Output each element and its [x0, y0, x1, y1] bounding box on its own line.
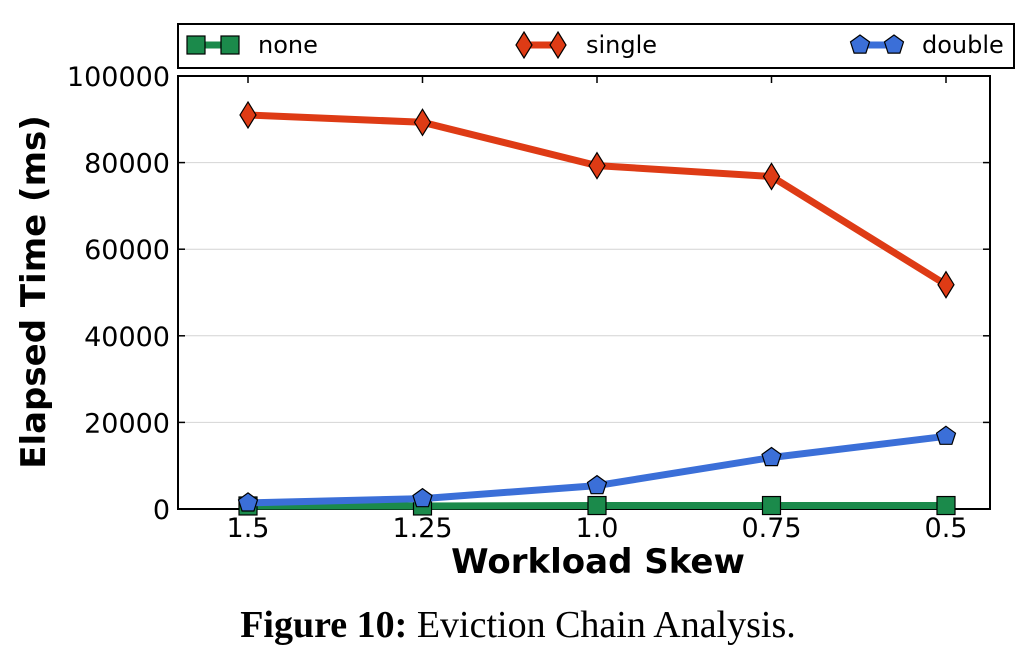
- grid-lines: [178, 162, 990, 423]
- data-point-single: [413, 108, 432, 137]
- y-axis-title: Elapsed Time (ms): [14, 115, 54, 469]
- x-axis-title: Workload Skew: [451, 542, 745, 582]
- legend-marker-single: [549, 30, 567, 60]
- x-tick-label: 0.75: [741, 513, 801, 544]
- data-point-single: [937, 270, 955, 299]
- legend-marker-none: [220, 35, 240, 55]
- legend-entries: none single double: [186, 30, 1004, 60]
- legend-marker-double: [849, 34, 871, 54]
- legend-label-single: single: [586, 31, 657, 59]
- legend-marker-double: [883, 34, 905, 54]
- x-tick-label: 1.25: [392, 513, 452, 544]
- axis-ticks: 0 20000 40000 60000 80000 100000 1.5 1.25 1.0 0.7…: [67, 62, 990, 544]
- caption-label: Figure 10:: [240, 604, 408, 646]
- series-lines: [237, 100, 957, 516]
- y-tick-label: 40000: [84, 322, 170, 353]
- x-tick-label: 0.5: [925, 513, 968, 544]
- data-point-single: [588, 151, 606, 180]
- data-point-single: [239, 100, 257, 130]
- caption-text: Eviction Chain Analysis.: [407, 604, 796, 646]
- chart: 0 20000 40000 60000 80000 100000 1.5 1.25 1.0 0.7…: [14, 23, 1015, 582]
- y-tick-label: 20000: [84, 408, 170, 439]
- data-point-double: [935, 425, 957, 445]
- data-point-double: [412, 487, 433, 508]
- x-tick-label: 1.5: [227, 513, 270, 544]
- data-point-double: [237, 492, 259, 512]
- data-point-none: [936, 495, 956, 516]
- data-point-double: [761, 446, 782, 467]
- y-tick-label: 0: [153, 495, 170, 526]
- legend-label-none: none: [258, 31, 318, 59]
- data-point-none: [761, 495, 782, 516]
- y-tick-label: 60000: [84, 235, 170, 266]
- legend-label-double: double: [922, 31, 1004, 59]
- data-point-none: [587, 495, 607, 516]
- y-tick-label: 100000: [67, 62, 170, 93]
- series-line-single: [244, 111, 950, 289]
- legend: none single double: [177, 23, 1015, 69]
- x-tick-label: 1.0: [576, 513, 619, 544]
- data-point-double: [586, 474, 608, 495]
- legend-marker-none: [186, 35, 206, 55]
- y-tick-label: 80000: [84, 149, 170, 180]
- data-point-single: [762, 162, 781, 191]
- legend-marker-single: [515, 30, 533, 60]
- figure-caption: Figure 10: Eviction Chain Analysis.: [0, 603, 1036, 647]
